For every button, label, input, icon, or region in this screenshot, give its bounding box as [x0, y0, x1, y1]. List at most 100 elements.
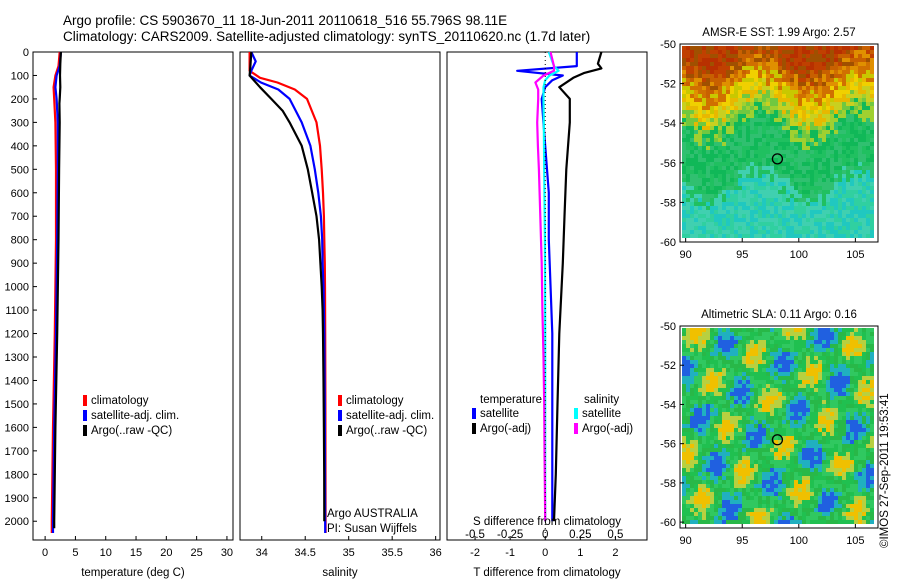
heatmap-cell	[742, 336, 746, 340]
heatmap-cell	[758, 488, 762, 492]
heatmap-cell	[770, 210, 774, 214]
heatmap-cell	[782, 332, 786, 336]
heatmap-cell	[830, 404, 834, 408]
heatmap-cell	[810, 174, 814, 178]
heatmap-cell	[834, 230, 838, 234]
heatmap-cell	[870, 90, 874, 94]
heatmap-cell	[714, 134, 718, 138]
heatmap-cell	[734, 504, 738, 508]
heatmap-cell	[842, 472, 846, 476]
heatmap-cell	[770, 424, 774, 428]
heatmap-cell	[698, 516, 702, 520]
heatmap-cell	[702, 214, 706, 218]
heatmap-cell	[742, 98, 746, 102]
heatmap-cell	[806, 332, 810, 336]
heatmap-cell	[706, 456, 710, 460]
heatmap-cell	[682, 516, 686, 520]
heatmap-cell	[834, 444, 838, 448]
heatmap-cell	[798, 122, 802, 126]
heatmap-cell	[702, 492, 706, 496]
heatmap-cell	[794, 166, 798, 170]
sst-map-panel: AMSR-E SST: 1.99 Argo: 2.57-50-52-54-56-…	[660, 27, 879, 261]
heatmap-cell	[854, 356, 858, 360]
heatmap-cell	[726, 78, 730, 82]
heatmap-cell	[706, 440, 710, 444]
heatmap-cell	[686, 90, 690, 94]
heatmap-cell	[838, 400, 842, 404]
heatmap-cell	[710, 504, 714, 508]
heatmap-cell	[850, 368, 854, 372]
heatmap-cell	[822, 348, 826, 352]
heatmap-cell	[858, 360, 862, 364]
heatmap-cell	[746, 424, 750, 428]
heatmap-cell	[714, 516, 718, 520]
heatmap-cell	[826, 58, 830, 62]
heatmap-cell	[770, 436, 774, 440]
heatmap-cell	[790, 202, 794, 206]
heatmap-cell	[682, 190, 686, 194]
heatmap-cell	[862, 416, 866, 420]
heatmap-cell	[790, 102, 794, 106]
heatmap-cell	[814, 174, 818, 178]
heatmap-cell	[694, 182, 698, 186]
heatmap-cell	[722, 154, 726, 158]
heatmap-cell	[870, 214, 874, 218]
heatmap-cell	[722, 364, 726, 368]
heatmap-cell	[698, 364, 702, 368]
heatmap-cell	[842, 98, 846, 102]
heatmap-cell	[866, 436, 870, 440]
heatmap-cell	[798, 384, 802, 388]
heatmap-cell	[814, 162, 818, 166]
heatmap-cell	[778, 46, 782, 50]
heatmap-cell	[850, 46, 854, 50]
heatmap-cell	[726, 82, 730, 86]
heatmap-cell	[706, 54, 710, 58]
heatmap-cell	[814, 420, 818, 424]
heatmap-cell	[754, 134, 758, 138]
heatmap-cell	[742, 416, 746, 420]
heatmap-cell	[814, 198, 818, 202]
heatmap-cell	[758, 154, 762, 158]
heatmap-cell	[782, 364, 786, 368]
heatmap-cell	[806, 520, 810, 524]
heatmap-cell	[794, 520, 798, 524]
heatmap-cell	[754, 98, 758, 102]
heatmap-cell	[766, 448, 770, 452]
heatmap-cell	[854, 98, 858, 102]
heatmap-cell	[774, 336, 778, 340]
heatmap-cell	[770, 360, 774, 364]
heatmap-cell	[822, 218, 826, 222]
heatmap-cell	[842, 86, 846, 90]
heatmap-cell	[770, 364, 774, 368]
heatmap-cell	[786, 440, 790, 444]
heatmap-cell	[754, 166, 758, 170]
heatmap-cell	[854, 400, 858, 404]
heatmap-cell	[722, 472, 726, 476]
heatmap-cell	[806, 396, 810, 400]
heatmap-cell	[790, 162, 794, 166]
heatmap-cell	[718, 86, 722, 90]
heatmap-cell	[834, 70, 838, 74]
heatmap-cell	[706, 150, 710, 154]
heatmap-cell	[814, 58, 818, 62]
heatmap-cell	[738, 126, 742, 130]
heatmap-cell	[766, 114, 770, 118]
heatmap-cell	[742, 230, 746, 234]
heatmap-cell	[770, 142, 774, 146]
heatmap-cell	[718, 492, 722, 496]
heatmap-cell	[846, 340, 850, 344]
heatmap-cell	[782, 70, 786, 74]
heatmap-cell	[862, 428, 866, 432]
heatmap-cell	[790, 78, 794, 82]
heatmap-cell	[798, 428, 802, 432]
heatmap-cell	[690, 480, 694, 484]
heatmap-cell	[750, 392, 754, 396]
heatmap-cell	[862, 468, 866, 472]
heatmap-cell	[722, 400, 726, 404]
heatmap-cell	[722, 162, 726, 166]
heatmap-cell	[750, 182, 754, 186]
heatmap-cell	[802, 484, 806, 488]
heatmap-cell	[822, 90, 826, 94]
heatmap-cell	[750, 424, 754, 428]
heatmap-cell	[746, 516, 750, 520]
